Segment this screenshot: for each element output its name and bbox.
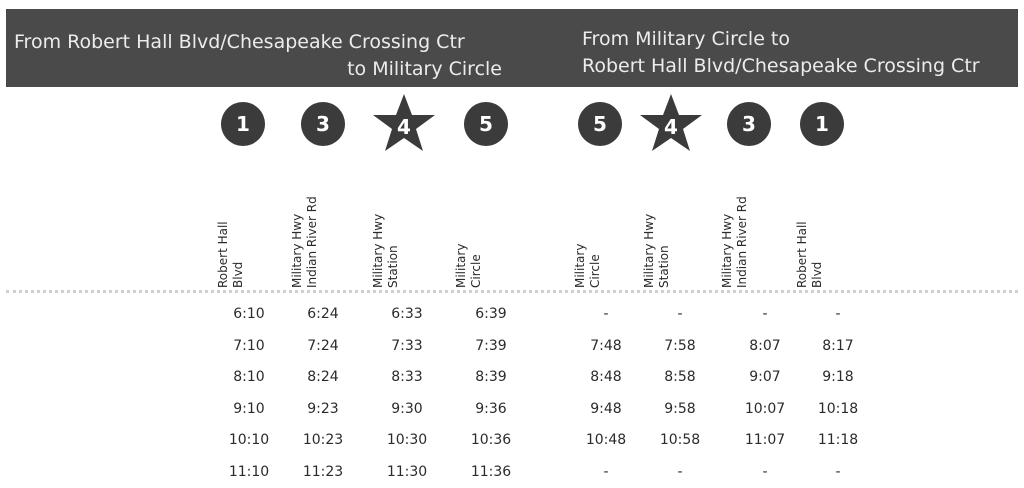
time-cell: 9:07 (749, 369, 781, 385)
timepoint-circle-marker: 3 (727, 102, 771, 146)
timepoint-number: 4 (664, 115, 678, 139)
timepoint-star-marker: 4 (371, 92, 437, 154)
stop-label: Military Hwy Indian River Rd (720, 138, 750, 288)
timepoint-number: 1 (815, 112, 829, 136)
timepoint-number: 1 (236, 112, 250, 136)
time-cell: - (835, 464, 841, 480)
time-cell: 8:07 (749, 338, 781, 354)
time-cell: 10:10 (228, 432, 270, 448)
time-cell: - (762, 306, 768, 322)
stop-label-line1: Military Hwy (642, 213, 656, 288)
stop-label-line1: Military Hwy (720, 213, 734, 288)
timepoint-number: 3 (742, 112, 756, 136)
time-cell: 9:30 (391, 401, 423, 417)
stop-label-line2: Station (657, 245, 671, 288)
time-cell: 6:33 (391, 306, 423, 322)
time-cell: 8:39 (475, 369, 507, 385)
timepoint-number: 4 (397, 115, 411, 139)
time-cell: 10:07 (744, 401, 786, 417)
timepoint-number: 5 (479, 112, 493, 136)
time-cell: 7:48 (590, 338, 622, 354)
stop-label-line1: Military Hwy (290, 213, 304, 288)
time-cell: 8:58 (664, 369, 696, 385)
time-cell: 7:33 (391, 338, 423, 354)
time-cell: 7:58 (664, 338, 696, 354)
header-direction-outbound: From Robert Hall Blvd/Chesapeake Crossin… (14, 29, 502, 83)
stop-label-line2: Blvd (231, 261, 245, 288)
stop-label: Military Hwy Station (371, 138, 401, 288)
time-cell: 6:39 (475, 306, 507, 322)
star-icon (373, 94, 435, 151)
stop-label-line2: Circle (588, 254, 602, 288)
time-cell: 7:39 (475, 338, 507, 354)
time-cell: 10:36 (470, 432, 512, 448)
time-cell: - (603, 464, 609, 480)
timepoint-circle-marker: 1 (800, 102, 844, 146)
time-cell: 6:10 (233, 306, 265, 322)
time-cell: 7:24 (307, 338, 339, 354)
time-cell: 11:23 (302, 464, 344, 480)
stop-label-line2: Indian River Rd (735, 196, 749, 288)
time-cell: 6:24 (307, 306, 339, 322)
time-cell: 9:18 (822, 369, 854, 385)
stop-label: Military Hwy Station (642, 138, 672, 288)
time-cell: 10:48 (585, 432, 627, 448)
time-cell: - (677, 306, 683, 322)
timepoint-circle-marker: 5 (578, 102, 622, 146)
stop-label: Robert Hall Blvd (795, 138, 825, 288)
time-cell: - (603, 306, 609, 322)
time-cell: 9:48 (590, 401, 622, 417)
header-inbound-line2: Robert Hall Blvd/Chesapeake Crossing Ctr (582, 55, 980, 77)
time-cell: 8:24 (307, 369, 339, 385)
time-cell: 8:10 (233, 369, 265, 385)
header-divider (6, 290, 1018, 293)
star-icon (640, 94, 702, 151)
stop-label-line1: Robert Hall (795, 221, 809, 288)
stop-label: Military Circle (454, 138, 484, 288)
stop-label-line2: Indian River Rd (305, 196, 319, 288)
stop-label-line2: Station (386, 245, 400, 288)
time-cell: 9:58 (664, 401, 696, 417)
timepoint-circle-marker: 1 (221, 102, 265, 146)
stop-label-line1: Military (573, 243, 587, 288)
timepoint-number: 5 (593, 112, 607, 136)
stop-label-line2: Circle (469, 254, 483, 288)
header-outbound-line2: to Military Circle (347, 58, 502, 80)
timepoint-circle-marker: 5 (464, 102, 508, 146)
timepoint-star-marker: 4 (638, 92, 704, 154)
time-cell: 10:23 (302, 432, 344, 448)
schedule-header: From Robert Hall Blvd/Chesapeake Crossin… (6, 9, 1018, 87)
time-cell: 10:58 (659, 432, 701, 448)
time-cell: - (762, 464, 768, 480)
time-cell: - (835, 306, 841, 322)
stop-label-line1: Military Hwy (371, 213, 385, 288)
header-direction-inbound: From Military Circle to Robert Hall Blvd… (582, 26, 1012, 80)
stop-label-line1: Military (454, 243, 468, 288)
stop-label: Robert Hall Blvd (216, 138, 246, 288)
time-cell: 8:48 (590, 369, 622, 385)
time-cell: 10:30 (386, 432, 428, 448)
stop-label-line1: Robert Hall (216, 221, 230, 288)
time-cell: 9:36 (475, 401, 507, 417)
time-cell: 8:33 (391, 369, 423, 385)
header-outbound-line1: From Robert Hall Blvd/Chesapeake Crossin… (14, 31, 465, 53)
time-cell: 9:23 (307, 401, 339, 417)
time-cell: 7:10 (233, 338, 265, 354)
time-cell: 9:10 (233, 401, 265, 417)
stop-label: Military Circle (573, 138, 603, 288)
time-cell: 11:07 (744, 432, 786, 448)
time-cell: 11:10 (228, 464, 270, 480)
timepoint-circle-marker: 3 (301, 102, 345, 146)
time-cell: 11:18 (817, 432, 859, 448)
stop-label: Military Hwy Indian River Rd (290, 138, 320, 288)
time-cell: 8:17 (822, 338, 854, 354)
header-inbound-line1: From Military Circle to (582, 28, 790, 50)
time-cell: 11:30 (386, 464, 428, 480)
timepoint-number: 3 (316, 112, 330, 136)
stop-label-line2: Blvd (810, 261, 824, 288)
time-cell: - (677, 464, 683, 480)
time-cell: 10:18 (817, 401, 859, 417)
time-cell: 11:36 (470, 464, 512, 480)
